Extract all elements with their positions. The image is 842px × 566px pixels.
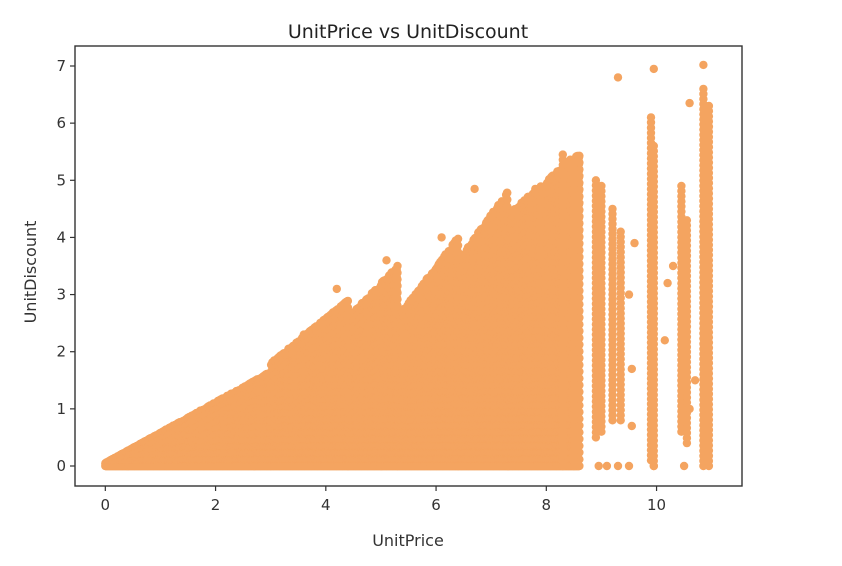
chart-title: UnitPrice vs UnitDiscount: [288, 21, 528, 43]
scatter-points: [101, 60, 714, 471]
